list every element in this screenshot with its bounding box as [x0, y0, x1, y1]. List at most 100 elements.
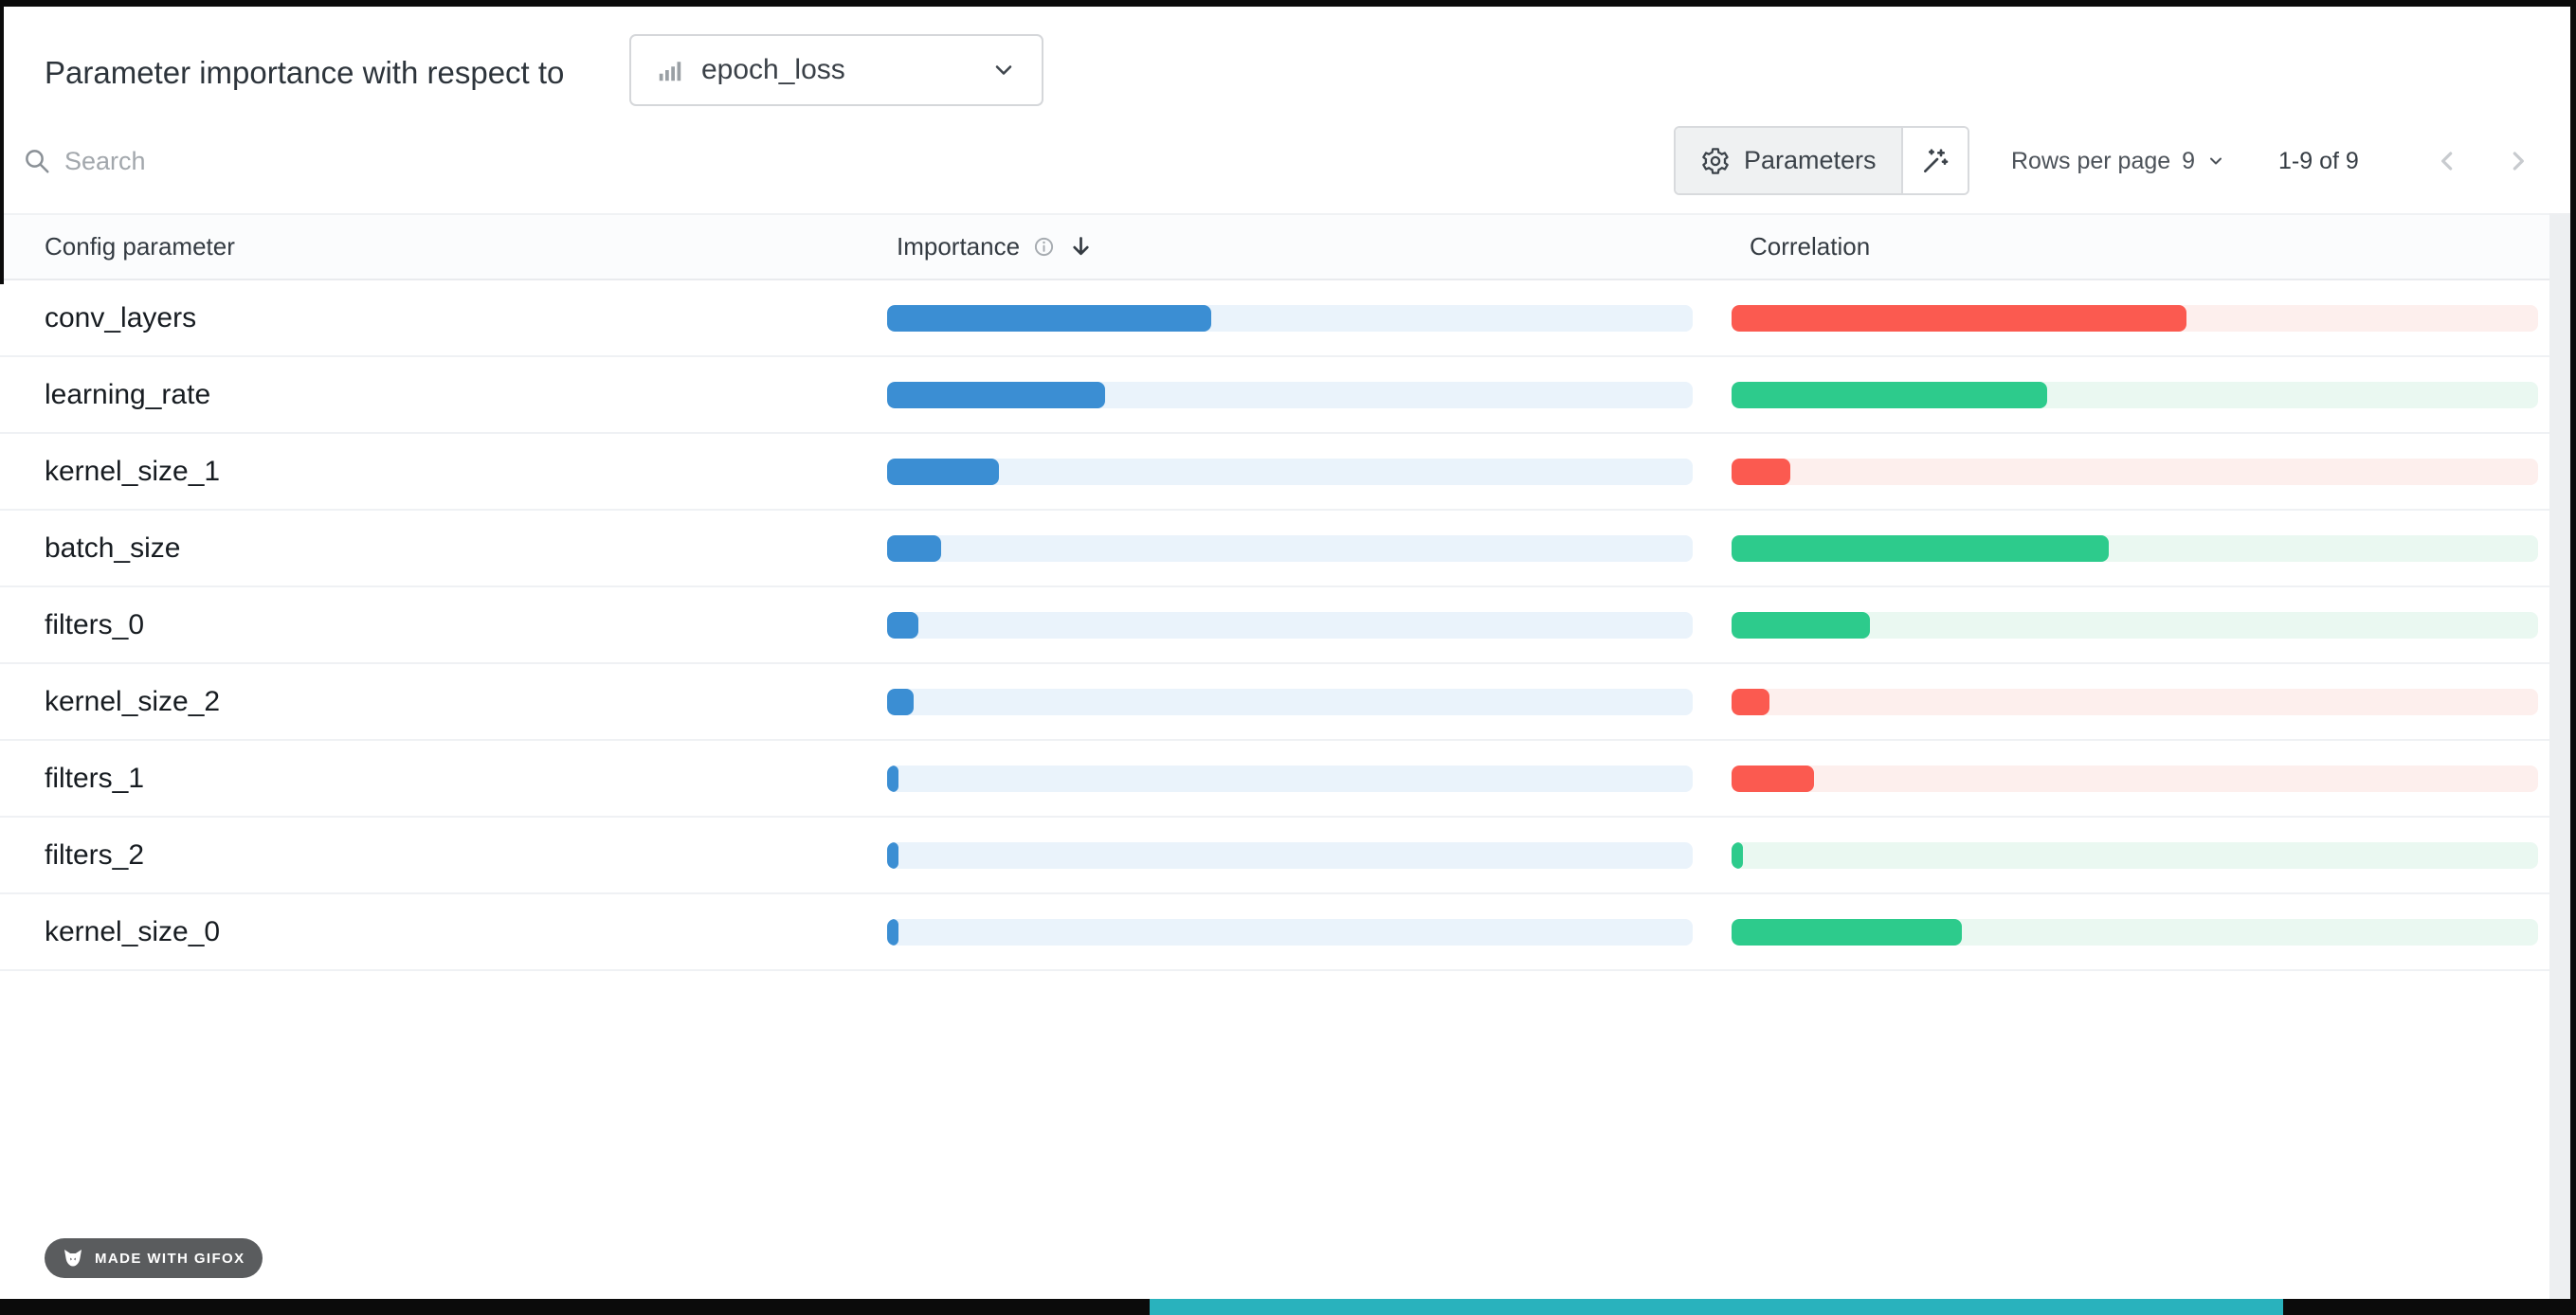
- fox-icon: [64, 1250, 82, 1267]
- correlation-bar: [1732, 765, 1814, 792]
- sort-desc-icon[interactable]: [1068, 234, 1094, 260]
- button-group-divider: [1900, 128, 1903, 193]
- parameter-name: kernel_size_2: [45, 685, 221, 717]
- bottom-accent-bar: [1150, 1299, 2283, 1315]
- correlation-bar-track: [1732, 688, 2538, 715]
- correlation-bar-track: [1732, 381, 2538, 408]
- table-row[interactable]: kernel_size_1: [0, 434, 2549, 511]
- importance-bar-track: [887, 918, 1693, 946]
- importance-bar-cell: [887, 534, 1732, 562]
- window-edge-bottom: [0, 1299, 2576, 1315]
- gifox-badge: MADE WITH GIFOX: [45, 1238, 263, 1278]
- parameter-name: filters_2: [45, 838, 145, 871]
- table-header: Config parameter Importance Correlation: [0, 213, 2549, 280]
- bar-chart-icon: [659, 62, 681, 81]
- correlation-bar: [1732, 458, 1790, 485]
- chevron-down-icon: [995, 65, 1012, 75]
- next-page-button[interactable]: [2498, 142, 2536, 180]
- table-row[interactable]: batch_size: [0, 511, 2549, 587]
- importance-bar-cell: [887, 688, 1732, 715]
- correlation-bar: [1732, 918, 1962, 946]
- window-edge-right: [2570, 0, 2576, 1315]
- importance-bar-cell: [887, 304, 1732, 332]
- table-row[interactable]: filters_2: [0, 818, 2549, 894]
- correlation-bar-track: [1732, 534, 2538, 562]
- correlation-bar-cell: [1732, 765, 2576, 792]
- importance-bar-cell: [887, 918, 1732, 946]
- parameter-name: kernel_size_0: [45, 915, 221, 947]
- chevron-left-icon: [2441, 152, 2453, 171]
- importance-bar-track: [887, 381, 1693, 408]
- chevron-right-icon: [2513, 152, 2524, 171]
- correlation-bar: [1732, 841, 1743, 869]
- importance-bar-cell: [887, 765, 1732, 792]
- correlation-bar-cell: [1732, 611, 2576, 639]
- search-placeholder: Search: [64, 146, 146, 175]
- correlation-bar-track: [1732, 918, 2538, 946]
- correlation-bar-cell: [1732, 304, 2576, 332]
- gear-icon: [1702, 147, 1729, 174]
- window-edge-top: [0, 0, 2576, 7]
- correlation-bar-cell: [1732, 534, 2576, 562]
- window-edge-left: [0, 0, 4, 284]
- correlation-bar-cell: [1732, 458, 2576, 485]
- importance-bar-cell: [887, 381, 1732, 408]
- importance-bar: [887, 765, 898, 792]
- importance-bar: [887, 918, 898, 946]
- rows-per-page-control[interactable]: Rows per page 9: [2011, 144, 2225, 178]
- column-header-correlation[interactable]: Correlation: [1750, 232, 1871, 261]
- correlation-bar-track: [1732, 841, 2538, 869]
- correlation-bar-track: [1732, 611, 2538, 639]
- search-icon: [26, 150, 49, 173]
- parameter-name: conv_layers: [45, 301, 197, 333]
- importance-bar-track: [887, 534, 1693, 562]
- importance-bar: [887, 381, 1105, 408]
- correlation-bar-track: [1732, 765, 2538, 792]
- magic-wand-button[interactable]: [1902, 128, 1968, 193]
- parameter-name: learning_rate: [45, 378, 211, 410]
- pagination-range: 1-9 of 9: [2278, 148, 2359, 174]
- importance-bar-track: [887, 765, 1693, 792]
- correlation-bar-cell: [1732, 688, 2576, 715]
- correlation-bar: [1732, 611, 1870, 639]
- table-row[interactable]: kernel_size_0: [0, 894, 2549, 971]
- table-row[interactable]: filters_0: [0, 587, 2549, 664]
- importance-bar: [887, 611, 918, 639]
- importance-bar-track: [887, 611, 1693, 639]
- table-row[interactable]: filters_1: [0, 741, 2549, 818]
- correlation-bar: [1732, 534, 2109, 562]
- parameter-name: filters_0: [45, 608, 145, 640]
- column-header-importance[interactable]: Importance: [887, 232, 1732, 261]
- metric-select[interactable]: epoch_loss: [629, 34, 1043, 106]
- importance-bar: [887, 534, 941, 562]
- parameter-name: kernel_size_1: [45, 455, 221, 487]
- correlation-bar-track: [1732, 304, 2538, 332]
- importance-bar: [887, 841, 898, 869]
- importance-bar: [887, 688, 914, 715]
- gifox-badge-label: MADE WITH GIFOX: [95, 1250, 245, 1267]
- importance-bar-track: [887, 841, 1693, 869]
- importance-bar: [887, 458, 999, 485]
- importance-bar: [887, 304, 1211, 332]
- rows-per-page-value: 9: [2182, 147, 2196, 174]
- parameters-button[interactable]: Parameters: [1676, 128, 1901, 193]
- prev-page-button[interactable]: [2429, 142, 2467, 180]
- correlation-bar-cell: [1732, 841, 2576, 869]
- table-row[interactable]: conv_layers: [0, 280, 2549, 357]
- table-row[interactable]: kernel_size_2: [0, 664, 2549, 741]
- importance-bar-track: [887, 688, 1693, 715]
- magic-wand-icon: [1923, 148, 1948, 172]
- search-input[interactable]: Search: [23, 140, 146, 182]
- page-title: Parameter importance with respect to: [45, 55, 565, 90]
- correlation-bar-cell: [1732, 918, 2576, 946]
- scrollbar-gutter[interactable]: [2549, 213, 2570, 1299]
- parameter-name: batch_size: [45, 531, 181, 564]
- importance-bar-cell: [887, 841, 1732, 869]
- table-row[interactable]: learning_rate: [0, 357, 2549, 434]
- column-settings-group: Parameters: [1674, 126, 1969, 195]
- importance-bar-track: [887, 458, 1693, 485]
- correlation-bar: [1732, 381, 2047, 408]
- column-header-parameter[interactable]: Config parameter: [45, 232, 235, 261]
